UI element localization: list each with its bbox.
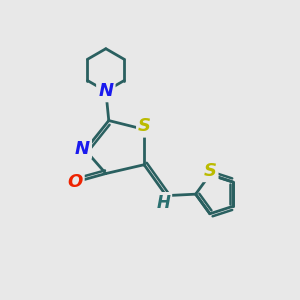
Text: O: O	[67, 173, 83, 191]
Text: N: N	[75, 140, 90, 158]
Text: H: H	[156, 194, 170, 212]
Text: S: S	[203, 162, 216, 180]
Text: N: N	[98, 82, 113, 100]
Text: S: S	[138, 117, 151, 135]
